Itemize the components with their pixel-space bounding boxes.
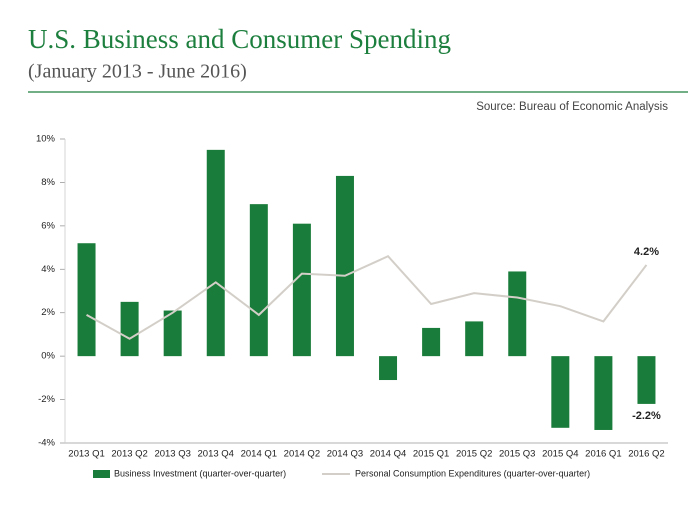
bar — [77, 243, 96, 357]
x-tick-label: 2013 Q3 — [154, 449, 190, 460]
y-tick-label: 2% — [41, 307, 55, 318]
y-tick-label: 8% — [41, 177, 55, 188]
legend-label: Personal Consumption Expenditures (quart… — [355, 468, 590, 478]
bar — [249, 204, 268, 357]
bar — [120, 301, 139, 357]
legend-label: Business Investment (quarter-over-quarte… — [114, 468, 286, 478]
y-tick-label: 6% — [41, 220, 55, 231]
bar — [163, 310, 182, 357]
x-tick-label: 2016 Q2 — [628, 449, 664, 460]
bar — [292, 223, 311, 357]
bar — [508, 271, 527, 357]
bar — [422, 327, 441, 357]
x-tick-label: 2015 Q3 — [499, 449, 535, 460]
bar — [335, 175, 354, 357]
bar — [637, 356, 656, 404]
bar — [206, 149, 225, 357]
x-tick-label: 2015 Q1 — [413, 449, 449, 460]
y-tick-label: 10% — [36, 134, 56, 145]
x-tick-label: 2016 Q1 — [585, 449, 621, 460]
y-tick-label: -4% — [38, 438, 55, 449]
legend-swatch — [93, 470, 110, 478]
bar — [594, 356, 613, 430]
x-tick-label: 2014 Q2 — [284, 449, 320, 460]
x-tick-label: 2015 Q4 — [542, 449, 578, 460]
line — [86, 255, 648, 340]
x-tick-label: 2013 Q4 — [198, 449, 234, 460]
bar — [465, 321, 484, 357]
x-tick-label: 2014 Q3 — [327, 449, 363, 460]
x-tick-label: 2014 Q1 — [241, 449, 277, 460]
chart-title: U.S. Business and Consumer Spending — [28, 24, 451, 54]
data-label: -2.2% — [632, 410, 661, 422]
x-tick-label: 2013 Q2 — [111, 449, 147, 460]
x-tick-label: 2013 Q1 — [68, 449, 104, 460]
x-tick-label: 2015 Q2 — [456, 449, 492, 460]
y-tick-label: -2% — [38, 394, 55, 405]
y-tick-label: 4% — [41, 264, 55, 275]
chart-subtitle: (January 2013 - June 2016) — [28, 61, 247, 83]
source: Source: Bureau of Economic Analysis — [476, 101, 668, 113]
bar — [551, 356, 570, 428]
x-tick-label: 2014 Q4 — [370, 449, 406, 460]
bar — [379, 356, 398, 381]
data-label: 4.2% — [634, 246, 659, 258]
y-tick-label: 0% — [41, 351, 55, 362]
